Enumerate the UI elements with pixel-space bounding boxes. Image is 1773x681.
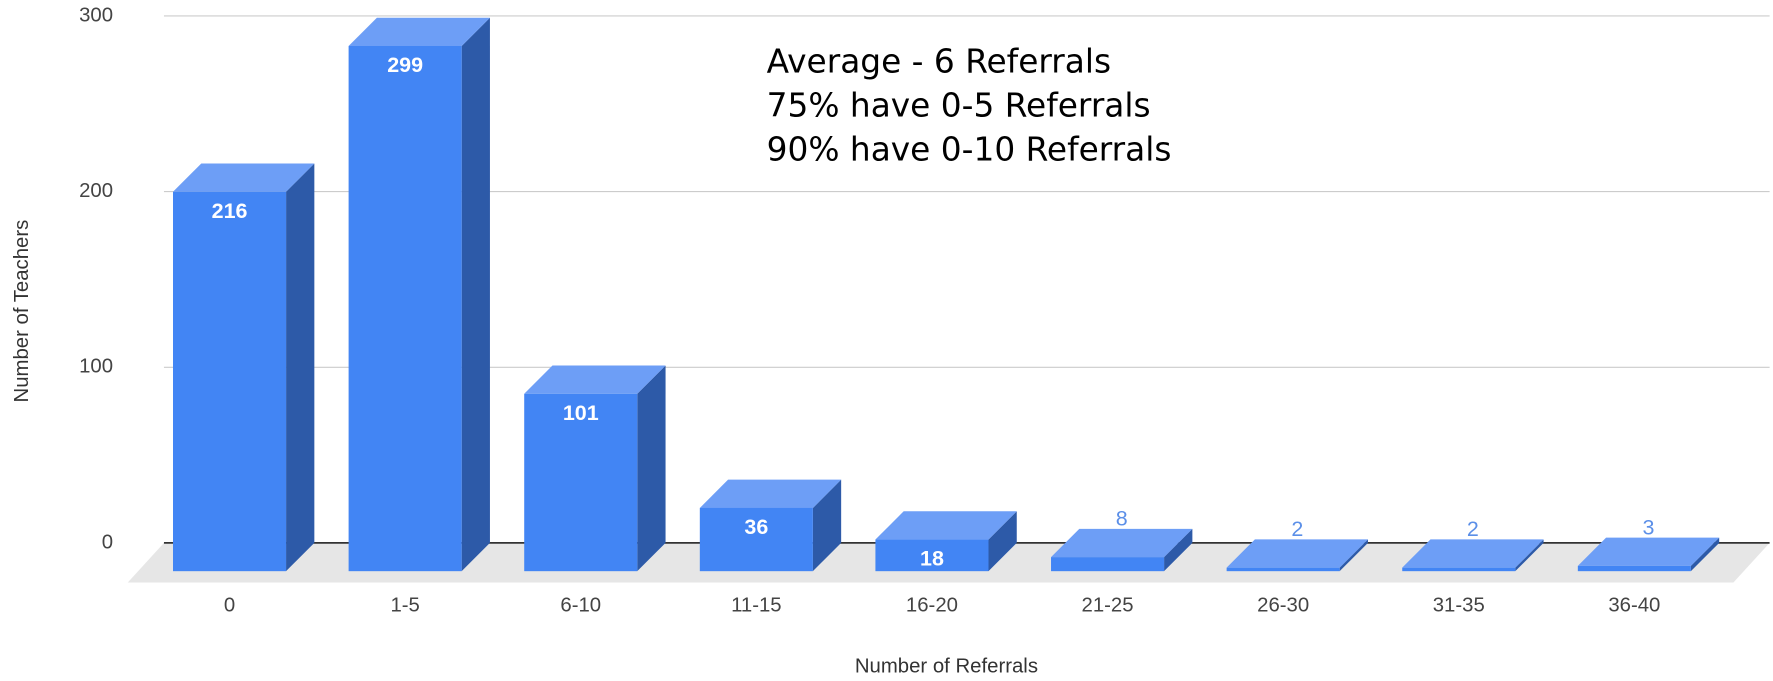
x-tick-label: 36-40 xyxy=(1608,595,1660,617)
x-tick-label: 0 xyxy=(224,595,235,617)
bar xyxy=(348,46,462,572)
y-tick-label: 0 xyxy=(102,531,113,553)
y-tick-label: 100 xyxy=(79,356,113,378)
bar xyxy=(524,393,638,572)
x-axis-title: Number of Referrals xyxy=(855,656,1038,678)
bar xyxy=(1226,567,1340,572)
x-tick-label: 1-5 xyxy=(390,595,419,617)
bar-side xyxy=(812,479,842,572)
bar-top xyxy=(1051,528,1193,558)
bar xyxy=(699,507,813,572)
bar-top xyxy=(524,365,666,394)
y-tick-label: 200 xyxy=(79,180,113,202)
bar-top xyxy=(699,479,842,508)
y-tick-label: 300 xyxy=(79,4,113,26)
value-label: 299 xyxy=(387,53,423,77)
bar xyxy=(1577,565,1691,572)
x-tick-label: 26-30 xyxy=(1257,595,1309,617)
bar-side xyxy=(1339,539,1368,572)
bar-top xyxy=(1402,539,1544,568)
bar-side xyxy=(988,511,1017,572)
annotation: Average - 6 Referrals xyxy=(767,42,1111,80)
value-label: 8 xyxy=(1116,506,1128,530)
bar xyxy=(1051,557,1165,572)
value-label: 3 xyxy=(1643,515,1655,539)
x-tick-label: 16-20 xyxy=(906,595,958,617)
bar-side xyxy=(286,163,315,572)
value-label: 2 xyxy=(1467,517,1479,541)
bar xyxy=(1402,567,1516,572)
x-tick-label: 11-15 xyxy=(731,595,782,617)
bar-top xyxy=(1577,537,1720,566)
bar-side xyxy=(1515,539,1544,572)
bar xyxy=(173,191,287,572)
bar xyxy=(875,539,989,572)
annotation: 75% have 0-5 Referrals xyxy=(767,87,1151,125)
x-tick-label: 31-35 xyxy=(1433,595,1485,617)
value-label: 101 xyxy=(563,401,599,425)
x-tick-label: 21-25 xyxy=(1082,595,1134,617)
value-label: 36 xyxy=(744,515,768,539)
bar-side xyxy=(637,365,666,572)
bar-side xyxy=(1690,537,1720,572)
value-label: 216 xyxy=(212,199,248,223)
value-label: 18 xyxy=(920,547,944,571)
bar-side xyxy=(1164,528,1193,572)
bar-side xyxy=(461,17,490,572)
annotation: 90% have 0-10 Referrals xyxy=(767,131,1172,169)
bar-top xyxy=(1226,539,1368,568)
x-tick-label: 6-10 xyxy=(560,595,601,617)
bar-top xyxy=(875,511,1017,540)
value-label: 2 xyxy=(1291,517,1303,541)
y-axis-title: Number of Teachers xyxy=(11,220,33,403)
bar-top xyxy=(173,163,315,192)
bar-top xyxy=(348,17,490,47)
